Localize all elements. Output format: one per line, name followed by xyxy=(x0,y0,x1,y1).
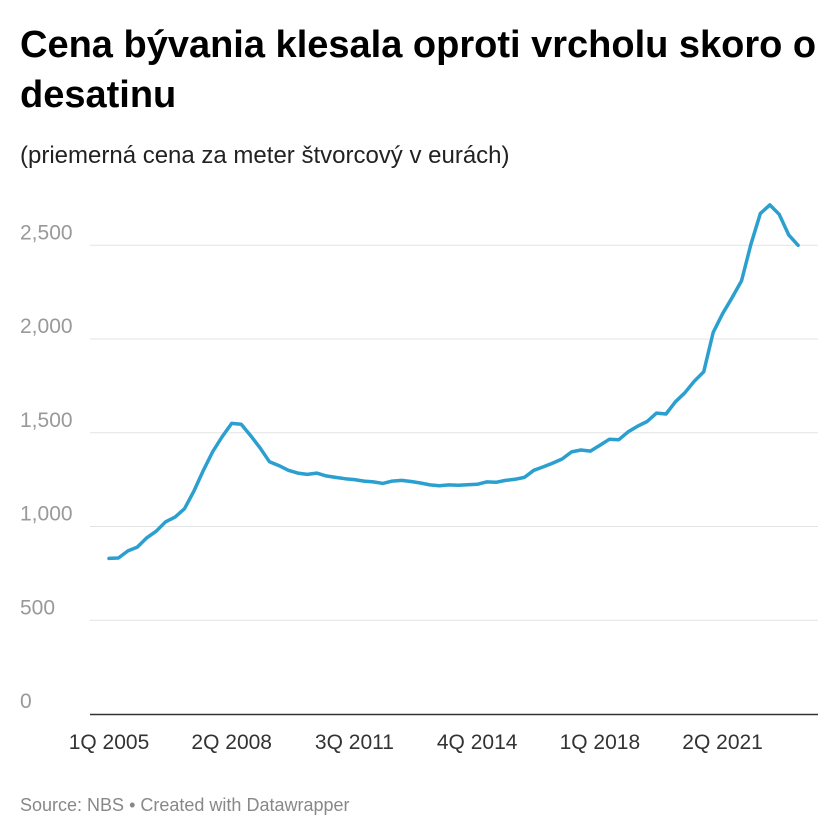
y-tick-label: 0 xyxy=(20,690,32,713)
source-label: Source: NBS xyxy=(20,795,125,815)
x-tick-label: 1Q 2018 xyxy=(560,731,641,754)
chart-title: Cena bývania klesala oproti vrcholu skor… xyxy=(20,24,817,116)
credit-label: Created with Datawrapper xyxy=(140,795,350,815)
y-tick-label: 2,000 xyxy=(20,315,73,338)
chart-footer: Source: NBS • Created with Datawrapper xyxy=(20,793,350,817)
y-tick-label: 1,000 xyxy=(20,503,73,526)
chart-subtitle: (priemerná cena za meter štvorcový v eur… xyxy=(20,142,510,169)
y-tick-label: 2,500 xyxy=(20,221,73,244)
y-tick-label: 1,500 xyxy=(20,409,73,432)
y-axis-labels: 0 500 1,000 1,500 2,000 2,500 xyxy=(20,221,73,713)
x-tick-label: 2Q 2008 xyxy=(191,731,272,754)
x-tick-label: 2Q 2021 xyxy=(682,731,763,754)
y-tick-label: 500 xyxy=(20,596,55,619)
x-tick-label: 3Q 2011 xyxy=(315,731,394,754)
x-axis: 1Q 2005 2Q 2008 3Q 2011 4Q 2014 1Q 2018 2Q 20… xyxy=(69,713,818,754)
x-tick-label: 4Q 2014 xyxy=(437,731,518,754)
x-tick-label: 1Q 2005 xyxy=(69,731,150,754)
series-line xyxy=(107,203,800,561)
footer-separator: • xyxy=(129,795,136,815)
chart-grid xyxy=(90,244,818,621)
chart-series xyxy=(107,203,800,561)
